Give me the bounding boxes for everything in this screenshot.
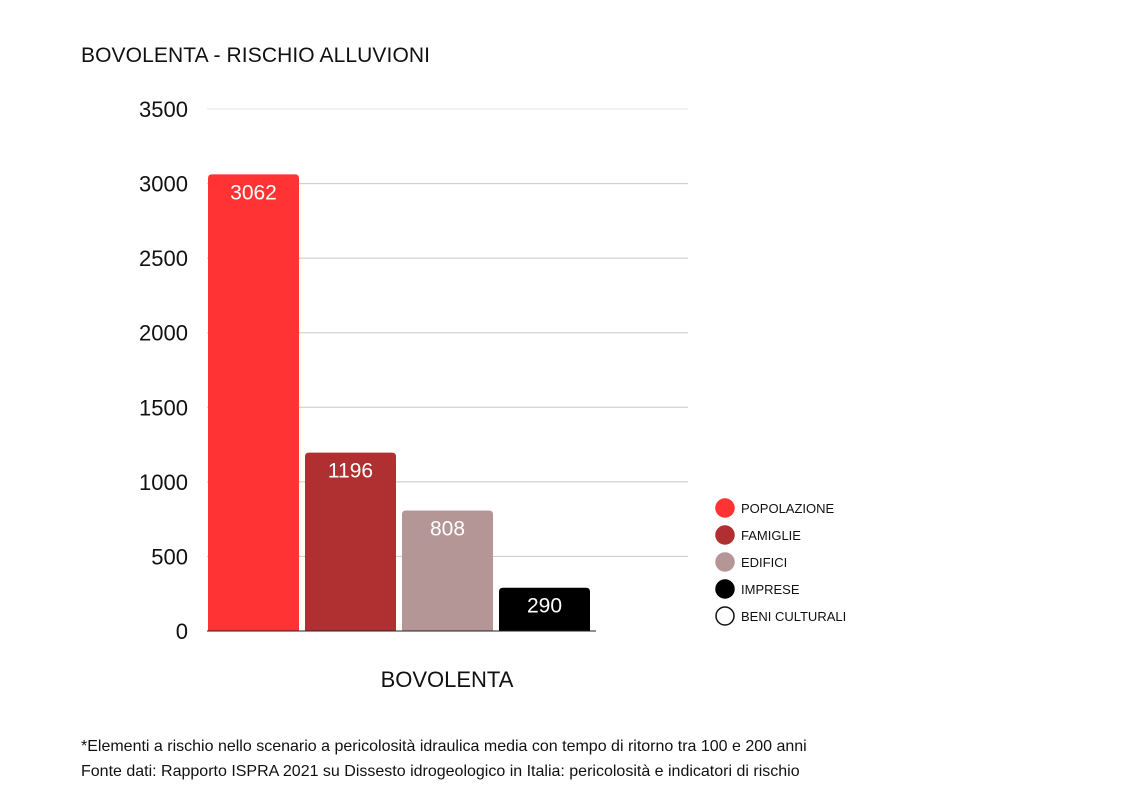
- y-tick-label-1500: 1500: [139, 395, 188, 420]
- footnote-source: Fonte dati: Rapporto ISPRA 2021 su Disse…: [81, 763, 800, 780]
- legend-label-famiglie: FAMIGLIE: [741, 528, 801, 543]
- legend-marker-famiglie: [715, 525, 735, 545]
- y-tick-label-2500: 2500: [139, 246, 188, 271]
- legend-marker-popolazione: [715, 498, 735, 518]
- legend-marker-imprese: [715, 579, 735, 599]
- y-tick-label-3500: 3500: [139, 97, 188, 122]
- legend-label-popolazione: POPOLAZIONE: [741, 501, 835, 516]
- data-label-famiglie: 1196: [328, 460, 373, 483]
- bar-famiglie: [305, 452, 396, 631]
- x-category-label: BOVOLENTA: [381, 667, 514, 692]
- legend-label-edifici: EDIFICI: [741, 555, 787, 570]
- y-tick-label-1000: 1000: [139, 470, 188, 495]
- y-tick-label-500: 500: [151, 544, 188, 569]
- chart-title: BOVOLENTA - RISCHIO ALLUVIONI: [81, 44, 431, 67]
- bar-popolazione: [208, 174, 299, 631]
- bar-imprese: [499, 587, 590, 631]
- legend-marker-edifici: [715, 552, 735, 572]
- footnote-scenario: *Elementi a rischio nello scenario a per…: [81, 738, 807, 755]
- data-label-imprese: 290: [527, 595, 562, 618]
- data-label-popolazione: 3062: [230, 181, 277, 204]
- legend-label-beni-culturali: BENI CULTURALI: [741, 609, 846, 624]
- y-tick-label-3000: 3000: [139, 172, 188, 197]
- bar-edifici: [402, 510, 493, 631]
- y-tick-label-2000: 2000: [139, 321, 188, 346]
- data-label-edifici: 808: [430, 517, 465, 540]
- y-tick-label-0: 0: [176, 619, 188, 644]
- legend-marker-beni-culturali: [715, 606, 735, 626]
- legend-label-imprese: IMPRESE: [741, 582, 800, 597]
